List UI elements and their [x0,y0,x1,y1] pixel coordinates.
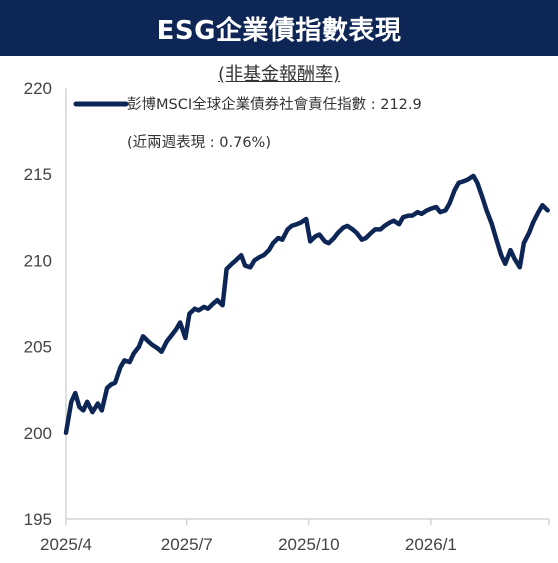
x-tick-label: 2026/1 [405,535,457,554]
y-tick-labels: 220 215 210 205 200 195 [24,79,52,529]
legend-note: (近兩週表現 : 0.76%) [127,134,271,151]
series-line [63,173,550,436]
x-tick-label: 2025/10 [278,535,339,554]
y-tick-label: 220 [24,79,52,98]
x-ticks [65,519,550,525]
legend: 彭博MSCI全球企業債券社會責任指數 : 212.9 (近兩週表現 : 0.76… [73,95,422,151]
x-tick-label: 2025/7 [161,535,213,554]
legend-series-label: 彭博MSCI全球企業債券社會責任指數 : 212.9 [127,95,422,113]
y-tick-label: 210 [24,251,52,270]
y-tick-label: 200 [24,424,52,443]
y-tick-label: 205 [24,338,52,357]
y-tick-label: 195 [24,510,52,529]
x-tick-labels: 2025/4 2025/7 2025/10 2026/1 [40,535,457,554]
chart-title: ESG企業債指數表現 [156,15,402,46]
x-axis: 2025/4 2025/7 2025/10 2026/1 [40,518,550,554]
x-tick-label: 2025/4 [40,535,92,554]
subtitle-text: (非基金報酬率) [217,64,341,85]
y-axis: 220 215 210 205 200 195 [24,79,67,529]
subtitle: (非基金報酬率) [0,60,558,86]
title-bar: ESG企業債指數表現 [0,0,558,56]
y-tick-label: 215 [24,165,52,184]
series-group [63,173,550,436]
